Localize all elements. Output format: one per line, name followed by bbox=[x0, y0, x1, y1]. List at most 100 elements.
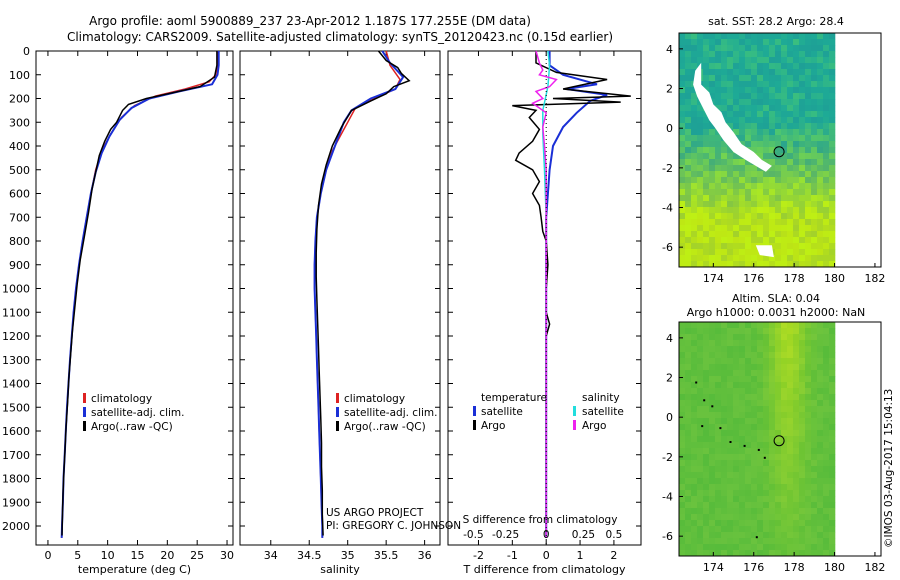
map-cell bbox=[805, 520, 812, 527]
map-cell bbox=[697, 105, 704, 112]
map-cell bbox=[679, 376, 686, 383]
map-cell bbox=[775, 508, 782, 515]
map-cell bbox=[781, 171, 788, 178]
map-cell bbox=[811, 231, 818, 238]
map-cell bbox=[793, 129, 800, 136]
map-cell bbox=[715, 99, 722, 106]
map-cell bbox=[757, 195, 764, 202]
x-tick-label: 178 bbox=[784, 561, 805, 574]
map-cell bbox=[709, 249, 716, 256]
map-cell bbox=[829, 388, 836, 395]
x-tick-label: 34.5 bbox=[297, 549, 322, 562]
map-cell bbox=[775, 105, 782, 112]
map-cell bbox=[793, 550, 800, 557]
map-cell bbox=[727, 502, 734, 509]
sla-map-title-line-2: Argo h1000: 0.0031 h2000: NaN bbox=[687, 306, 866, 319]
map-cell bbox=[817, 520, 824, 527]
map-cell bbox=[727, 57, 734, 64]
map-cell bbox=[775, 69, 782, 76]
map-cell bbox=[781, 322, 788, 329]
legend-t-argo-label: Argo bbox=[481, 420, 505, 432]
map-cell bbox=[775, 358, 782, 365]
map-cell bbox=[823, 520, 830, 527]
map-cell bbox=[697, 322, 704, 329]
map-cell bbox=[763, 490, 770, 497]
map-cell bbox=[727, 33, 734, 40]
map-cell bbox=[787, 99, 794, 106]
map-cell bbox=[697, 490, 704, 497]
map-cell bbox=[829, 550, 836, 557]
map-cell bbox=[703, 400, 710, 407]
map-cell bbox=[817, 478, 824, 485]
map-cell bbox=[727, 153, 734, 160]
map-cell bbox=[715, 237, 722, 244]
map-cell bbox=[745, 400, 752, 407]
map-cell bbox=[709, 478, 716, 485]
map-cell bbox=[829, 63, 836, 70]
legend-satellite-label: satellite-adj. clim. bbox=[91, 407, 184, 419]
map-cell bbox=[787, 448, 794, 455]
map-cell bbox=[745, 430, 752, 437]
map-cell bbox=[685, 352, 692, 359]
map-cell bbox=[781, 334, 788, 341]
map-cell bbox=[745, 117, 752, 124]
map-cell bbox=[751, 75, 758, 82]
map-cell bbox=[727, 81, 734, 88]
map-cell bbox=[775, 213, 782, 220]
map-cell bbox=[739, 388, 746, 395]
map-cell bbox=[769, 87, 776, 94]
map-cell bbox=[823, 111, 830, 118]
y-tick-label: 600 bbox=[9, 188, 30, 201]
map-cell bbox=[769, 466, 776, 473]
map-cell bbox=[691, 532, 698, 539]
map-cell bbox=[757, 111, 764, 118]
map-cell bbox=[751, 123, 758, 130]
map-cell bbox=[679, 57, 686, 64]
map-cell bbox=[769, 123, 776, 130]
map-cell bbox=[751, 237, 758, 244]
map-cell bbox=[745, 63, 752, 70]
map-cell bbox=[817, 436, 824, 443]
map-cell bbox=[751, 412, 758, 419]
map-cell bbox=[727, 51, 734, 58]
map-cell bbox=[823, 39, 830, 46]
map-cell bbox=[685, 177, 692, 184]
map-cell bbox=[793, 165, 800, 172]
map-cell bbox=[829, 544, 836, 551]
map-cell bbox=[697, 207, 704, 214]
map-cell bbox=[817, 376, 824, 383]
map-cell bbox=[805, 550, 812, 557]
map-cell bbox=[751, 424, 758, 431]
map-cell bbox=[685, 183, 692, 190]
x-tick-label: 34 bbox=[264, 549, 278, 562]
map-cell bbox=[697, 430, 704, 437]
map-cell bbox=[745, 538, 752, 545]
map-cell bbox=[793, 195, 800, 202]
map-cell bbox=[757, 147, 764, 154]
map-cell bbox=[745, 364, 752, 371]
map-cell bbox=[781, 87, 788, 94]
map-cell bbox=[733, 412, 740, 419]
map-cell bbox=[775, 135, 782, 142]
map-cell bbox=[799, 207, 806, 214]
map-cell bbox=[703, 75, 710, 82]
map-cell bbox=[721, 412, 728, 419]
map-cell bbox=[781, 33, 788, 40]
map-cell bbox=[787, 135, 794, 142]
x-tick-label: 2 bbox=[610, 549, 617, 562]
map-cell bbox=[811, 189, 818, 196]
map-cell bbox=[781, 514, 788, 521]
map-cell bbox=[775, 460, 782, 467]
map-cell bbox=[679, 514, 686, 521]
map-cell bbox=[745, 195, 752, 202]
map-cell bbox=[733, 322, 740, 329]
map-cell bbox=[769, 201, 776, 208]
map-cell bbox=[823, 99, 830, 106]
map-cell bbox=[703, 454, 710, 461]
map-cell bbox=[757, 490, 764, 497]
map-cell bbox=[787, 111, 794, 118]
map-cell bbox=[811, 358, 818, 365]
map-cell bbox=[739, 466, 746, 473]
map-cell bbox=[787, 490, 794, 497]
x-tick-label: 35 bbox=[341, 549, 355, 562]
